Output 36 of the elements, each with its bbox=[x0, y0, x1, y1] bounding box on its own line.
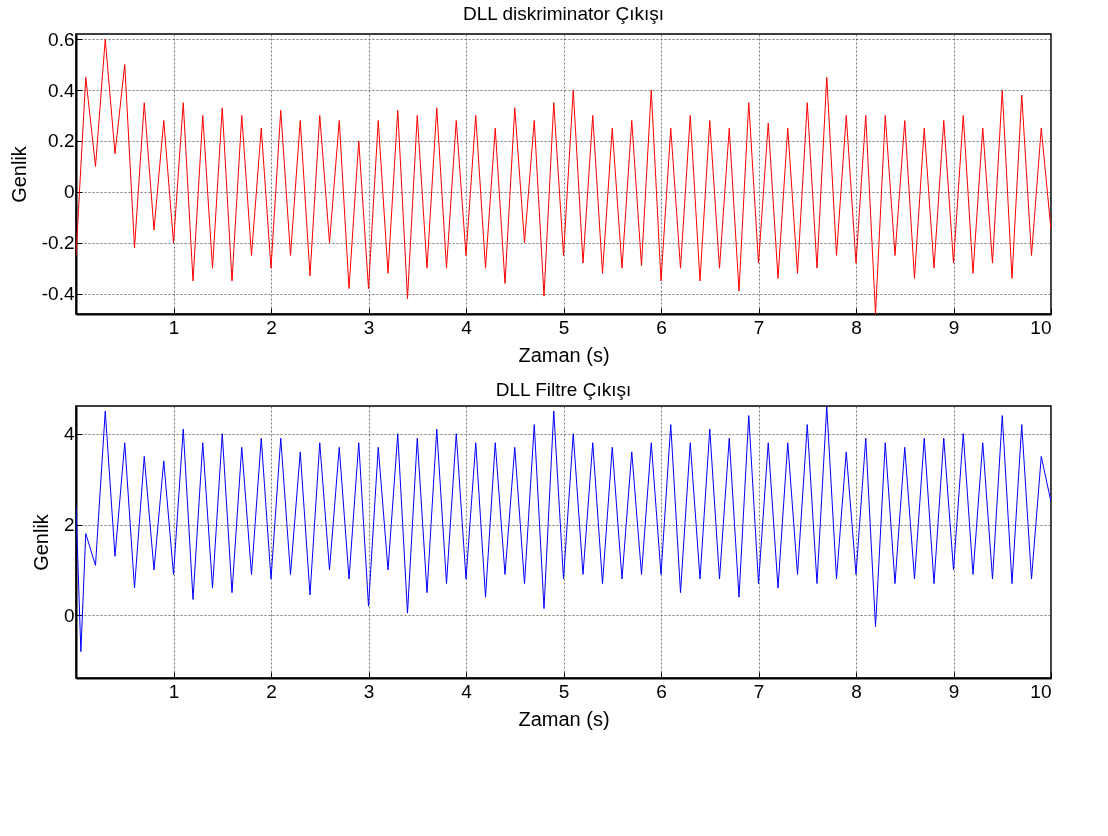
x-tick-label: 3 bbox=[363, 680, 375, 702]
x-tick-label: 7 bbox=[753, 316, 765, 338]
y-tick-label: 0.2 bbox=[48, 130, 75, 152]
chart-title: DLL Filtre Çıkışı bbox=[495, 379, 632, 400]
x-tick-label: 5 bbox=[558, 680, 570, 702]
x-tick-label: 9 bbox=[948, 680, 960, 702]
y-tick-label: 4 bbox=[63, 423, 75, 445]
y-tick-label: 0.4 bbox=[48, 79, 75, 101]
chart-title: DLL diskriminator Çıkışı bbox=[463, 3, 664, 25]
y-axis-title: Genlik bbox=[29, 513, 52, 571]
line-series bbox=[76, 406, 1051, 653]
x-tick-label: 8 bbox=[851, 680, 862, 702]
x-tick-label: 3 bbox=[363, 316, 375, 338]
x-tick-label: 4 bbox=[461, 316, 473, 338]
y-axis-title: Genlik bbox=[7, 145, 30, 203]
x-tick-label: 7 bbox=[753, 680, 765, 702]
y-tick-label: -0.2 bbox=[41, 232, 75, 254]
x-tick-label: 9 bbox=[948, 316, 960, 338]
x-tick-label: 4 bbox=[461, 680, 473, 702]
y-tick-label: 0.6 bbox=[48, 28, 75, 50]
y-tick-label: 0 bbox=[63, 181, 75, 203]
y-tick-label: 2 bbox=[63, 514, 75, 536]
x-tick-label: 1 bbox=[168, 316, 180, 338]
x-tick-label: 1 bbox=[168, 680, 180, 702]
x-axis-title: Zaman (s) bbox=[518, 707, 610, 730]
x-tick-label: 8 bbox=[851, 316, 862, 338]
y-tick-label: -0.4 bbox=[41, 283, 75, 305]
x-tick-label: 5 bbox=[558, 316, 570, 338]
x-tick-label: 10 bbox=[1030, 316, 1052, 338]
y-tick-label: 0 bbox=[63, 604, 75, 626]
x-tick-label: 6 bbox=[656, 316, 667, 338]
x-tick-label: 10 bbox=[1030, 680, 1052, 702]
x-tick-label: 2 bbox=[266, 316, 277, 338]
x-tick-label: 2 bbox=[266, 680, 277, 702]
x-axis-title: Zaman (s) bbox=[518, 343, 610, 366]
x-tick-label: 6 bbox=[656, 680, 667, 702]
